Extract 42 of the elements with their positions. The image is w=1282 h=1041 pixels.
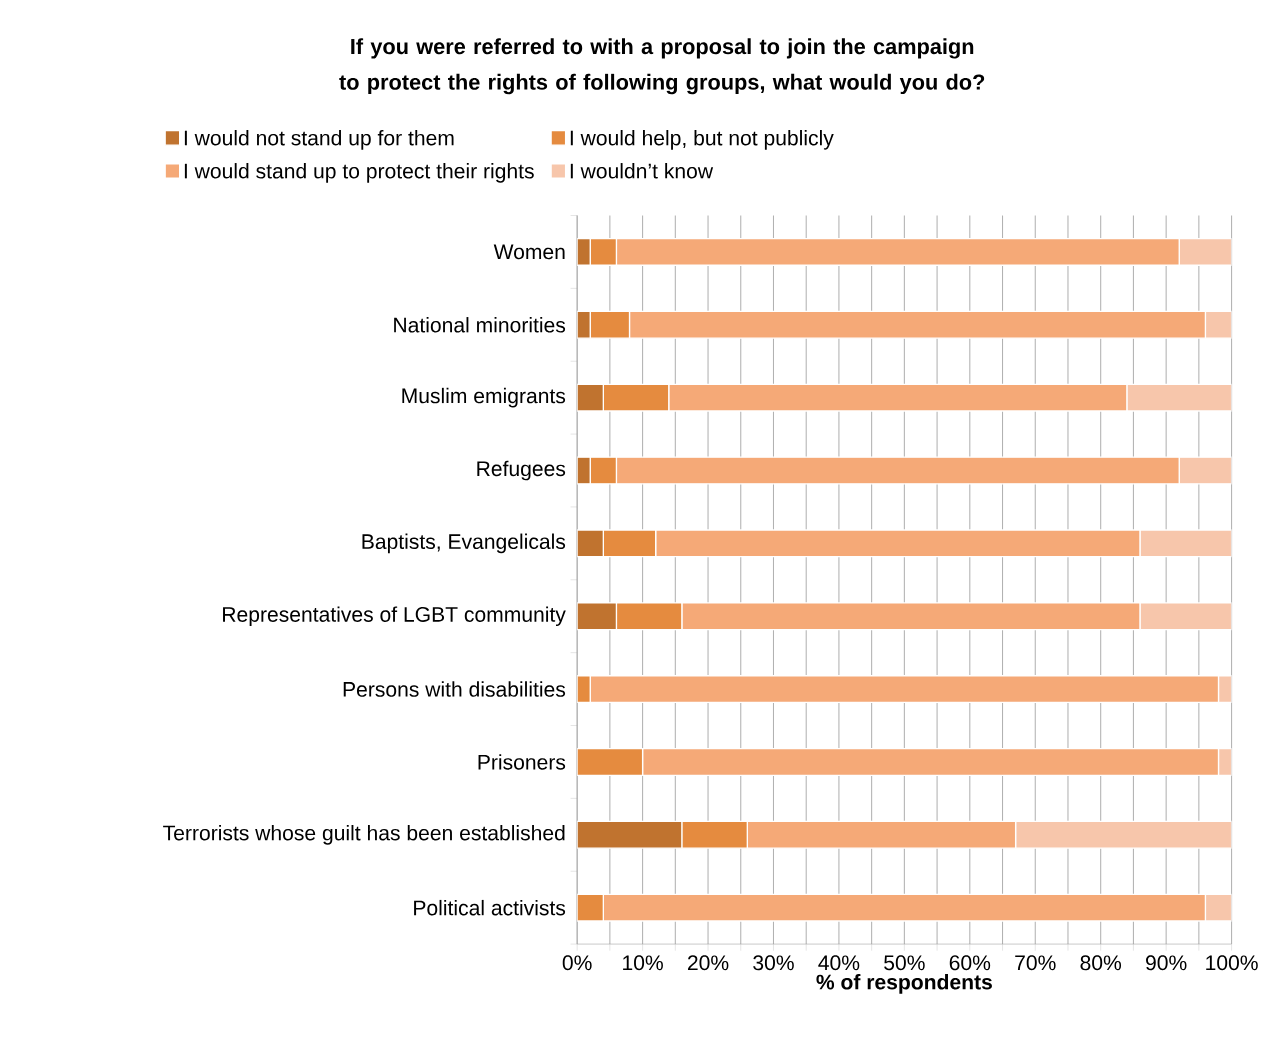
bar (602, 529, 657, 558)
bar (577, 602, 618, 631)
x-axis-title: % of respondents (816, 974, 992, 994)
y-tick-label: Women (493, 244, 565, 260)
legend-label: I wouldn’t know (570, 163, 714, 179)
x-tick-label: 70% (1015, 955, 1056, 971)
x-tick-label: 40% (818, 955, 860, 971)
legend-label: I would help, but not publicly (570, 129, 834, 150)
bar (589, 310, 631, 339)
x-tick-label: 60% (949, 955, 991, 971)
bar (615, 602, 683, 631)
y-tick-label: Refugees (477, 460, 566, 481)
bar (589, 237, 618, 266)
legend-label: I would stand up to protect their rights (184, 163, 534, 183)
bar (681, 820, 748, 849)
x-tick-label: 50% (884, 955, 925, 971)
bar (1126, 383, 1232, 412)
x-tick-label: 0% (562, 955, 592, 971)
y-tick-label: Political activists (414, 899, 566, 916)
y-tick-label: Muslim emigrants (402, 387, 566, 408)
y-tick-label: Prisoners (478, 754, 566, 770)
x-tick-label: 20% (687, 955, 729, 971)
bar (1139, 529, 1232, 558)
bar (1178, 456, 1232, 485)
y-tick-label: Representatives of LGBT community (223, 606, 566, 627)
bar (1178, 237, 1232, 266)
legend-label: I would not stand up for them (184, 129, 454, 150)
y-tick-label: Persons with disabilities (343, 681, 566, 697)
x-tick-label: 100% (1206, 955, 1258, 971)
bar (577, 820, 683, 849)
x-tick-label: 80% (1080, 955, 1122, 971)
chart-title: If you were referred to with a proposal to join the campaign to protect the rights of following groups, what would you do? (339, 38, 985, 95)
x-tick-label: 90% (1146, 955, 1187, 971)
y-tick-label: National minorities (394, 317, 566, 333)
y-tick-label: Terrorists whose guilt has been established (163, 824, 565, 845)
y-tick-label: Baptists, Evangelicals (362, 533, 566, 554)
bar (1139, 602, 1232, 631)
x-tick-label: 30% (753, 955, 794, 971)
x-tick-label: 10% (623, 955, 663, 971)
bar (577, 747, 644, 776)
bar (1014, 820, 1232, 849)
bar (602, 383, 670, 412)
